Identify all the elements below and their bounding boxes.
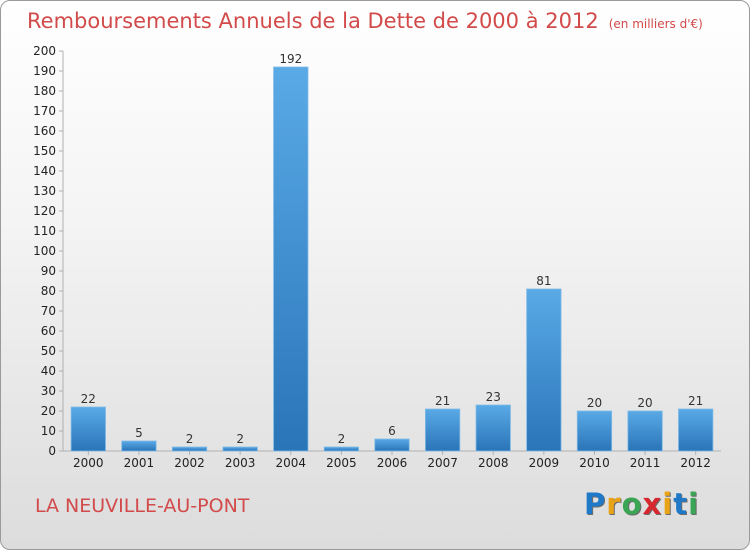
data-label: 81 — [536, 274, 551, 288]
bar — [121, 440, 157, 452]
bar — [425, 408, 461, 452]
y-tick-label: 130 — [33, 184, 56, 198]
bar — [222, 446, 258, 452]
x-tick-label: 2001 — [124, 456, 155, 470]
commune-name: LA NEUVILLE-AU-PONT — [35, 495, 250, 517]
bar — [526, 288, 562, 452]
x-tick-label: 2000 — [73, 456, 104, 470]
bar — [678, 408, 714, 452]
x-tick-label: 2012 — [680, 456, 711, 470]
y-tick-label: 60 — [41, 324, 56, 338]
bar — [576, 410, 613, 452]
x-tick-label: 2008 — [478, 456, 509, 470]
data-label: 21 — [688, 394, 703, 408]
x-tick-label: 2003 — [225, 456, 256, 470]
y-tick-label: 190 — [33, 64, 56, 78]
data-label: 2 — [236, 432, 244, 446]
x-tick-label: 2010 — [579, 456, 610, 470]
y-tick-label: 50 — [41, 344, 56, 358]
y-tick-label: 0 — [48, 444, 56, 458]
data-label: 2 — [186, 432, 194, 446]
bar — [171, 446, 208, 452]
y-tick-label: 120 — [33, 204, 56, 218]
x-tick-label: 2011 — [630, 456, 661, 470]
y-tick-label: 10 — [41, 424, 56, 438]
chart-axes: 0 10 20 30 40 50 60 70 80 90 100 110 120 130 140 150 160… — [33, 44, 721, 470]
bar — [475, 404, 511, 452]
y-tick-label: 30 — [41, 384, 56, 398]
data-label: 192 — [279, 52, 302, 66]
x-tick-label: 2009 — [529, 456, 560, 470]
y-tick-label: 110 — [33, 224, 56, 238]
x-tick-label: 2004 — [275, 456, 306, 470]
y-tick-label: 100 — [33, 244, 56, 258]
bar — [374, 438, 410, 452]
data-label: 5 — [135, 426, 143, 440]
x-tick-label: 2007 — [427, 456, 458, 470]
x-tick-label: 2002 — [174, 456, 205, 470]
y-tick-label: 70 — [41, 304, 56, 318]
logo-letter: o — [621, 487, 643, 521]
y-tick-label: 80 — [41, 284, 56, 298]
logo-letter: t — [673, 487, 689, 521]
chart-title-text: Remboursements Annuels de la Dette de 20… — [27, 9, 599, 33]
logo-letter: x — [642, 487, 663, 521]
bar — [273, 66, 309, 452]
data-label: 21 — [435, 394, 450, 408]
y-tick-label: 140 — [33, 164, 56, 178]
y-tick-label: 170 — [33, 104, 56, 118]
y-tick-label: 150 — [33, 144, 56, 158]
data-label: 6 — [388, 424, 396, 438]
data-label: 23 — [486, 390, 501, 404]
data-label: 2 — [338, 432, 346, 446]
y-tick-label: 200 — [33, 44, 56, 58]
logo-letter: i — [688, 487, 700, 521]
y-tick-label: 20 — [41, 404, 56, 418]
logo-letter: i — [662, 487, 674, 521]
y-tick-label: 160 — [33, 124, 56, 138]
data-label: 22 — [81, 392, 96, 406]
bar — [70, 406, 106, 452]
y-tick-label: 180 — [33, 84, 56, 98]
data-label: 20 — [637, 396, 652, 410]
proxiti-logo: Proxiti — [584, 487, 699, 521]
y-tick-label: 90 — [41, 264, 56, 278]
data-label: 20 — [587, 396, 602, 410]
chart-unit: (en milliers d'€) — [608, 17, 703, 31]
bar — [323, 446, 359, 452]
y-tick-label: 40 — [41, 364, 56, 378]
chart-title: Remboursements Annuels de la Dette de 20… — [27, 9, 703, 33]
x-tick-label: 2005 — [326, 456, 357, 470]
logo-letter: r — [606, 487, 622, 521]
logo-letter: P — [584, 487, 607, 521]
bar — [627, 410, 663, 452]
x-tick-label: 2006 — [377, 456, 408, 470]
